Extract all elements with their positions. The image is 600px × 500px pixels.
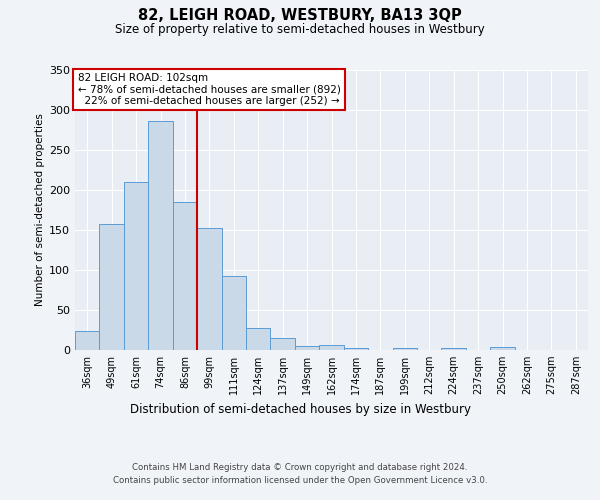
Bar <box>319 345 344 350</box>
Bar <box>442 348 466 350</box>
Bar <box>173 202 197 350</box>
Bar <box>344 348 368 350</box>
Bar <box>392 348 417 350</box>
Bar <box>490 347 515 350</box>
Text: Contains public sector information licensed under the Open Government Licence v3: Contains public sector information licen… <box>113 476 487 485</box>
Text: Distribution of semi-detached houses by size in Westbury: Distribution of semi-detached houses by … <box>130 402 470 415</box>
Text: 82, LEIGH ROAD, WESTBURY, BA13 3QP: 82, LEIGH ROAD, WESTBURY, BA13 3QP <box>138 8 462 22</box>
Bar <box>197 228 221 350</box>
Bar <box>100 224 124 350</box>
Bar <box>221 276 246 350</box>
Bar <box>246 328 271 350</box>
Text: Contains HM Land Registry data © Crown copyright and database right 2024.: Contains HM Land Registry data © Crown c… <box>132 462 468 471</box>
Bar <box>295 346 319 350</box>
Text: 82 LEIGH ROAD: 102sqm
← 78% of semi-detached houses are smaller (892)
  22% of s: 82 LEIGH ROAD: 102sqm ← 78% of semi-deta… <box>77 73 340 106</box>
Y-axis label: Number of semi-detached properties: Number of semi-detached properties <box>35 114 45 306</box>
Bar <box>148 121 173 350</box>
Bar <box>75 331 100 350</box>
Text: Size of property relative to semi-detached houses in Westbury: Size of property relative to semi-detach… <box>115 22 485 36</box>
Bar <box>124 182 148 350</box>
Bar <box>271 338 295 350</box>
